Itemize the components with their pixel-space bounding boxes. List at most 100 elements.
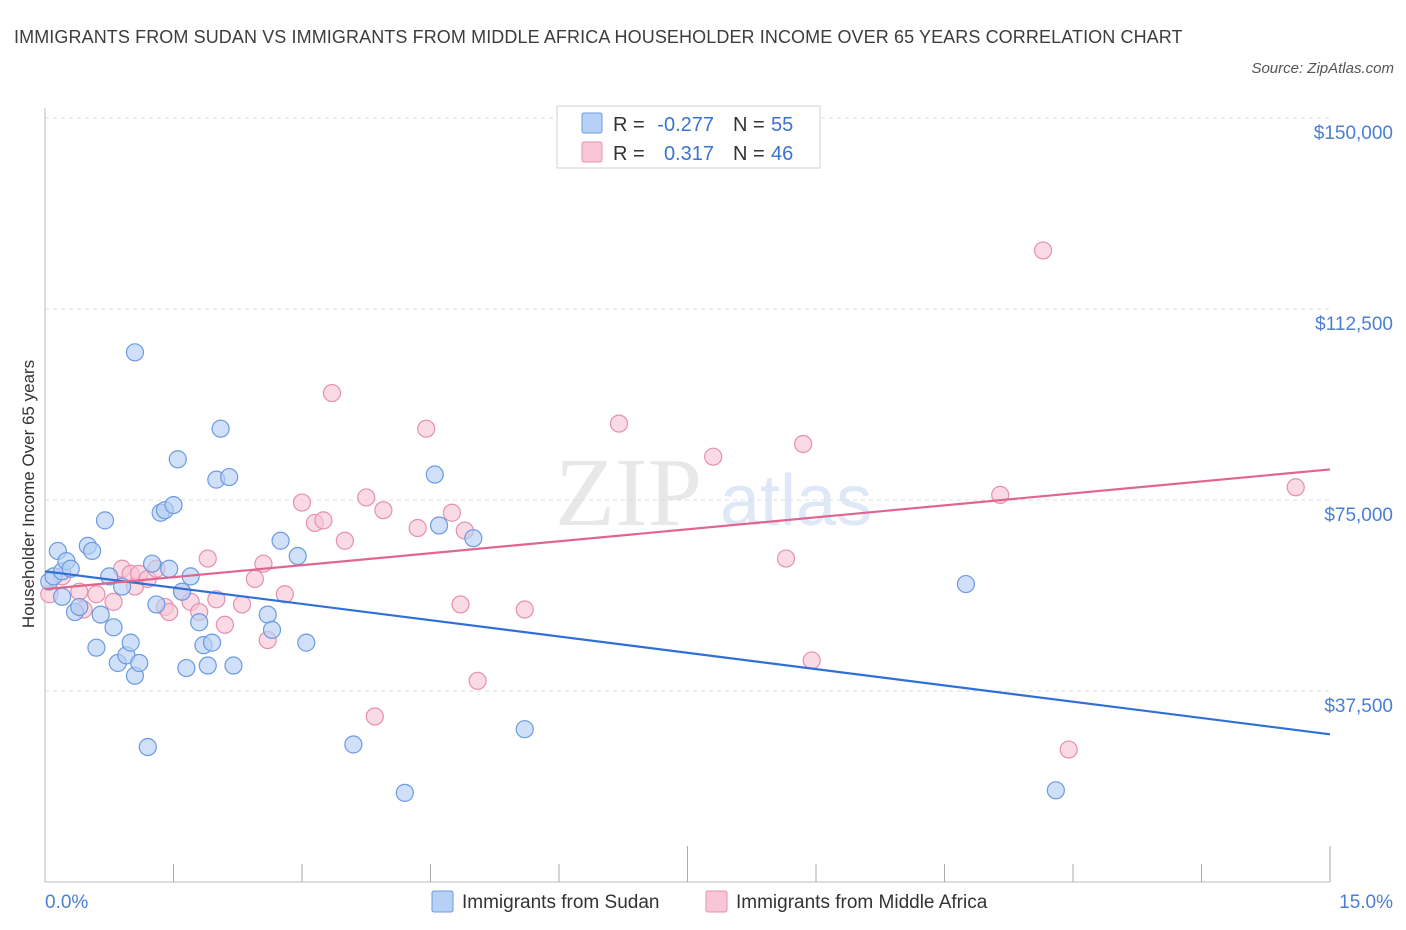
point-sudan-43 [271,531,290,550]
point-sudan-39 [220,467,239,487]
point-middle-africa-27 [314,511,333,530]
chart-title: IMMIGRANTS FROM SUDAN VS IMMIGRANTS FROM… [14,27,1183,47]
trend-lines [44,468,1331,736]
point-middle-africa-38 [468,671,487,690]
point-sudan-11 [91,605,110,624]
point-middle-africa-30 [357,488,376,507]
point-middle-africa-34 [417,419,436,438]
point-sudan-22 [138,737,157,757]
point-sudan-45 [297,633,316,652]
point-sudan-48 [425,465,444,484]
x-tick-label-0: 0.0% [45,892,88,913]
legend-r-value-middle-africa: 0.317 [664,143,714,165]
point-middle-africa-43 [794,434,813,454]
point-sudan-31 [177,658,196,678]
point-sudan-38 [211,419,230,438]
bottom-legend-label-sudan: Immigrants from Sudan [462,892,659,913]
point-sudan-27 [160,559,179,578]
y-tick-label-1: $75,000 [1324,505,1393,526]
legend-n-label-sudan: N = [733,114,765,136]
point-middle-africa-33 [408,518,427,538]
point-sudan-19 [125,343,145,362]
point-sudan-9 [83,541,102,561]
source-label: Source: ZipAtlas.com [1251,60,1394,77]
point-sudan-28 [164,495,183,515]
point-sudan-47 [395,783,414,802]
trend-line-sudan [44,570,1331,736]
point-middle-africa-18 [207,590,226,609]
point-sudan-23 [142,554,162,573]
watermark: ZIP atlas [555,439,872,547]
point-sudan-21 [130,653,149,673]
point-middle-africa-31 [365,707,384,726]
legend: R = -0.277 N = 55 R = 0.317 N = 46 [556,105,821,169]
point-middle-africa-28 [322,383,342,403]
point-sudan-52 [956,574,976,594]
point-middle-africa-42 [776,549,796,568]
point-middle-africa-41 [704,447,723,466]
point-middle-africa-20 [232,595,252,614]
point-middle-africa-32 [374,501,393,520]
bottom-legend-label-middle-africa: Immigrants from Middle Africa [736,892,988,913]
point-sudan-54 [53,587,72,606]
x-tick-labels: 0.0% 15.0% [45,892,1393,913]
trend-line-middle-africa [44,468,1331,591]
legend-n-label-middle-africa: N = [733,143,765,165]
series-sudan [40,343,1065,802]
point-middle-africa-19 [215,615,234,634]
point-sudan-41 [258,605,277,624]
bottom-legend-swatch-middle-africa [705,890,728,913]
point-middle-africa-40 [609,414,629,433]
legend-r-label-middle-africa: R = [613,143,645,165]
point-middle-africa-36 [451,595,470,614]
y-axis-label: Householder Income Over 65 years [19,360,38,628]
point-middle-africa-17 [198,549,217,568]
point-middle-africa-25 [292,493,312,512]
axes [44,108,1331,883]
point-middle-africa-35 [442,503,462,522]
point-sudan-49 [429,516,449,535]
point-sudan-53 [1046,781,1065,800]
point-middle-africa-48 [1286,478,1305,497]
point-sudan-42 [262,620,282,639]
point-sudan-36 [202,633,222,652]
point-sudan-18 [121,633,140,652]
series-middle-africa [40,241,1305,759]
watermark-zip: ZIP [555,439,702,547]
point-sudan-35 [198,656,217,675]
legend-n-value-sudan: 55 [771,114,793,136]
legend-r-value-sudan: -0.277 [657,114,714,136]
point-sudan-14 [104,618,123,637]
legend-r-label-sudan: R = [613,114,645,136]
point-sudan-10 [87,638,106,657]
y-tick-label-0: $37,500 [1324,696,1393,717]
point-middle-africa-47 [1059,740,1078,759]
legend-swatch-sudan [581,112,603,134]
point-middle-africa-46 [1033,241,1053,260]
legend-swatch-middle-africa [581,141,603,163]
watermark-atlas: atlas [720,461,872,541]
point-middle-africa-39 [515,600,534,619]
legend-n-value-middle-africa: 46 [771,143,793,165]
point-middle-africa-29 [335,531,354,550]
y-tick-labels: $37,500 $75,000 $112,500 $150,000 [1314,123,1393,717]
point-sudan-30 [172,582,192,601]
point-sudan-24 [147,595,166,614]
point-sudan-12 [95,511,115,530]
y-tick-label-2: $112,500 [1315,314,1393,335]
bottom-legend: Immigrants from Sudan Immigrants from Mi… [431,890,988,913]
bottom-legend-swatch-sudan [431,890,454,913]
y-tick-label-3: $150,000 [1314,123,1393,144]
point-middle-africa-5 [104,592,123,611]
point-sudan-7 [70,597,89,617]
point-sudan-33 [190,613,209,632]
point-sudan-40 [224,656,243,675]
point-sudan-44 [288,546,307,566]
point-sudan-51 [515,720,534,739]
point-middle-africa-4 [87,585,106,604]
point-middle-africa-44 [802,651,821,670]
x-tick-label-1: 15.0% [1339,892,1393,913]
point-sudan-29 [168,450,187,469]
point-sudan-46 [344,735,363,754]
